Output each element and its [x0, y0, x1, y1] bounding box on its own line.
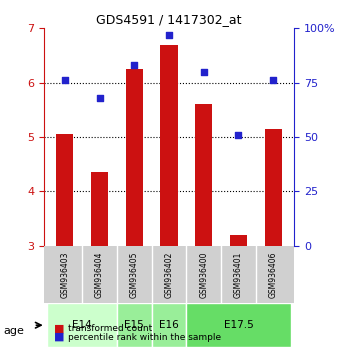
Point [236, 132, 241, 138]
Bar [265, 129, 282, 246]
Point [131, 62, 137, 68]
Point [201, 69, 207, 75]
Text: GSM936400: GSM936400 [199, 251, 208, 298]
Text: transformed count: transformed count [68, 324, 152, 333]
Title: GDS4591 / 1417302_at: GDS4591 / 1417302_at [96, 13, 242, 26]
Point [97, 95, 102, 101]
Text: GSM936402: GSM936402 [165, 251, 173, 298]
Point [166, 32, 172, 38]
Bar [91, 172, 108, 246]
Text: E16: E16 [159, 320, 179, 330]
FancyBboxPatch shape [186, 303, 291, 347]
FancyBboxPatch shape [117, 303, 152, 347]
Bar [195, 104, 212, 246]
Text: percentile rank within the sample: percentile rank within the sample [68, 332, 221, 342]
FancyBboxPatch shape [47, 303, 117, 347]
Text: E14: E14 [72, 320, 92, 330]
Text: E17.5: E17.5 [224, 320, 254, 330]
Text: E15: E15 [124, 320, 144, 330]
Point [62, 78, 68, 83]
Text: GSM936403: GSM936403 [60, 251, 69, 298]
Text: ■: ■ [54, 332, 65, 342]
Text: GSM936406: GSM936406 [269, 251, 278, 298]
Text: ■: ■ [54, 324, 65, 333]
Point [270, 78, 276, 83]
Bar [230, 235, 247, 246]
Text: GSM936401: GSM936401 [234, 251, 243, 298]
Text: GSM936404: GSM936404 [95, 251, 104, 298]
Text: age: age [3, 326, 24, 336]
Text: GSM936405: GSM936405 [130, 251, 139, 298]
Bar [126, 69, 143, 246]
Bar [56, 134, 73, 246]
Bar [160, 45, 178, 246]
FancyBboxPatch shape [152, 303, 186, 347]
